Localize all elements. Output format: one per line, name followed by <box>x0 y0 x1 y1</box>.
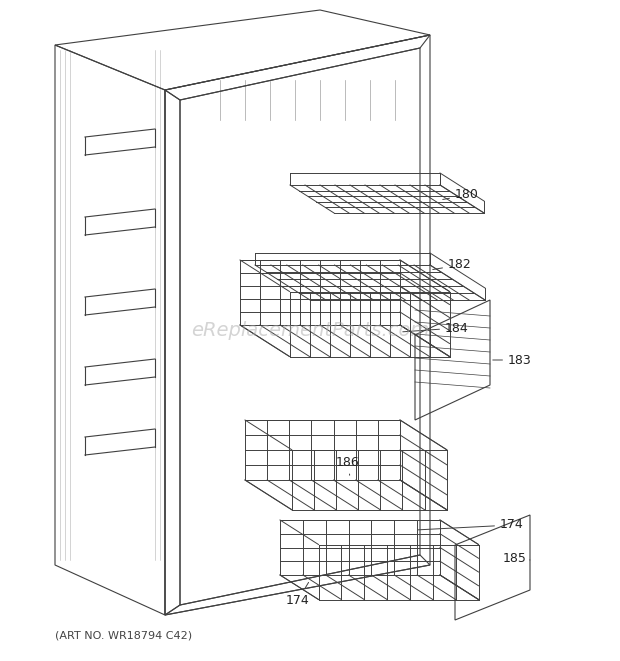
Text: 182: 182 <box>433 258 472 272</box>
Text: (ART NO. WR18794 C42): (ART NO. WR18794 C42) <box>55 630 192 640</box>
Text: 180: 180 <box>443 188 479 202</box>
Text: 174: 174 <box>418 518 524 531</box>
Text: 184: 184 <box>403 321 469 334</box>
Text: 183: 183 <box>493 354 532 366</box>
Text: eReplacementParts.com: eReplacementParts.com <box>191 321 429 340</box>
Text: 174: 174 <box>286 582 310 607</box>
Text: 186: 186 <box>336 455 360 475</box>
Text: 185: 185 <box>503 551 530 564</box>
